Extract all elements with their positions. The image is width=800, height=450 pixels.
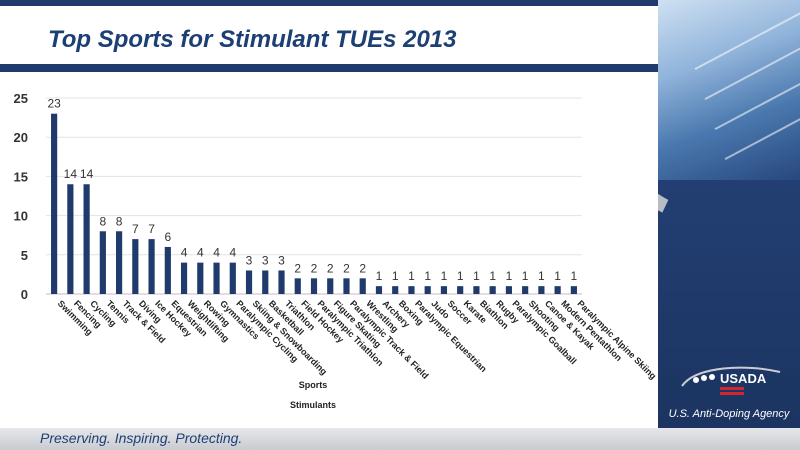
data-label: 1 <box>554 269 561 283</box>
footer-bar <box>0 428 800 450</box>
data-label: 2 <box>343 261 350 275</box>
bar <box>570 286 577 294</box>
bar <box>245 270 253 294</box>
data-label: 14 <box>64 167 78 181</box>
data-label: 8 <box>116 214 123 228</box>
bar <box>473 286 480 294</box>
data-label: 1 <box>457 269 464 283</box>
bar <box>83 184 90 294</box>
top-strip <box>0 0 800 6</box>
data-label: 1 <box>522 269 529 283</box>
data-label: 4 <box>181 246 188 260</box>
bar <box>213 262 220 294</box>
bar <box>327 278 334 294</box>
bar <box>424 286 431 294</box>
tagline: Preserving. Inspiring. Protecting. <box>40 430 243 446</box>
bar <box>262 270 269 294</box>
data-label: 2 <box>327 261 334 275</box>
bars <box>51 113 577 295</box>
usada-logo-text: USADA <box>720 371 767 386</box>
data-label: 4 <box>197 246 204 260</box>
bar <box>554 286 561 294</box>
data-label: 3 <box>278 253 285 267</box>
y-tick-label: 20 <box>14 130 28 145</box>
title-rule <box>0 64 660 72</box>
data-label: 2 <box>294 261 301 275</box>
bar <box>375 286 383 294</box>
page-title: Top Sports for Stimulant TUEs 2013 <box>48 26 457 53</box>
usada-logo: USADA <box>681 366 781 395</box>
agency-name: U.S. Anti-Doping Agency <box>668 408 790 420</box>
bar <box>440 286 448 294</box>
swoosh-decoration <box>658 0 800 259</box>
bar <box>489 286 496 294</box>
series-label: Stimulants <box>290 400 336 410</box>
data-label: 3 <box>262 253 269 267</box>
bar <box>522 286 529 294</box>
data-label: 4 <box>213 246 220 260</box>
y-tick-label: 25 <box>14 91 28 106</box>
bar <box>116 231 123 294</box>
data-label: 1 <box>408 269 415 283</box>
data-label: 1 <box>489 269 496 283</box>
bar <box>392 286 399 294</box>
data-label: 3 <box>246 253 253 267</box>
data-label: 7 <box>132 222 139 236</box>
data-label: 4 <box>229 246 236 260</box>
y-tick-label: 5 <box>21 248 28 263</box>
data-label: 2 <box>359 261 366 275</box>
data-label: 23 <box>47 97 61 111</box>
bar <box>99 231 106 294</box>
bar <box>197 262 204 294</box>
bar <box>538 286 545 294</box>
data-label: 6 <box>164 230 171 244</box>
bar <box>278 270 285 294</box>
bar <box>310 278 318 294</box>
side-panel: USADA U.S. Anti-Doping Agency <box>658 0 800 428</box>
data-label: 1 <box>538 269 545 283</box>
bar <box>51 113 58 295</box>
y-axis-ticks: 0 5 10 15 20 25 <box>14 91 28 302</box>
data-label: 1 <box>392 269 399 283</box>
bar <box>408 286 415 294</box>
data-label: 8 <box>100 214 107 228</box>
data-label: 7 <box>148 222 155 236</box>
bar <box>343 278 350 294</box>
data-label: 1 <box>506 269 513 283</box>
bar <box>359 278 366 294</box>
y-tick-label: 10 <box>14 209 28 224</box>
x-axis-title: Sports <box>299 380 328 390</box>
data-label: 1 <box>473 269 480 283</box>
data-label: 14 <box>80 167 94 181</box>
data-label: 2 <box>311 261 318 275</box>
swimming-photo <box>658 0 800 180</box>
data-label: 1 <box>571 269 578 283</box>
y-tick-label: 0 <box>21 287 28 302</box>
bar <box>229 262 236 294</box>
data-label: 1 <box>441 269 448 283</box>
y-tick-label: 15 <box>14 169 28 184</box>
bar <box>164 246 171 294</box>
bar <box>505 286 512 294</box>
data-label: 1 <box>424 269 431 283</box>
bar <box>148 239 155 294</box>
bar <box>294 278 301 294</box>
bar <box>67 184 74 294</box>
bar <box>457 286 464 294</box>
data-label: 1 <box>376 269 383 283</box>
bar <box>132 239 139 294</box>
bar <box>180 262 188 294</box>
